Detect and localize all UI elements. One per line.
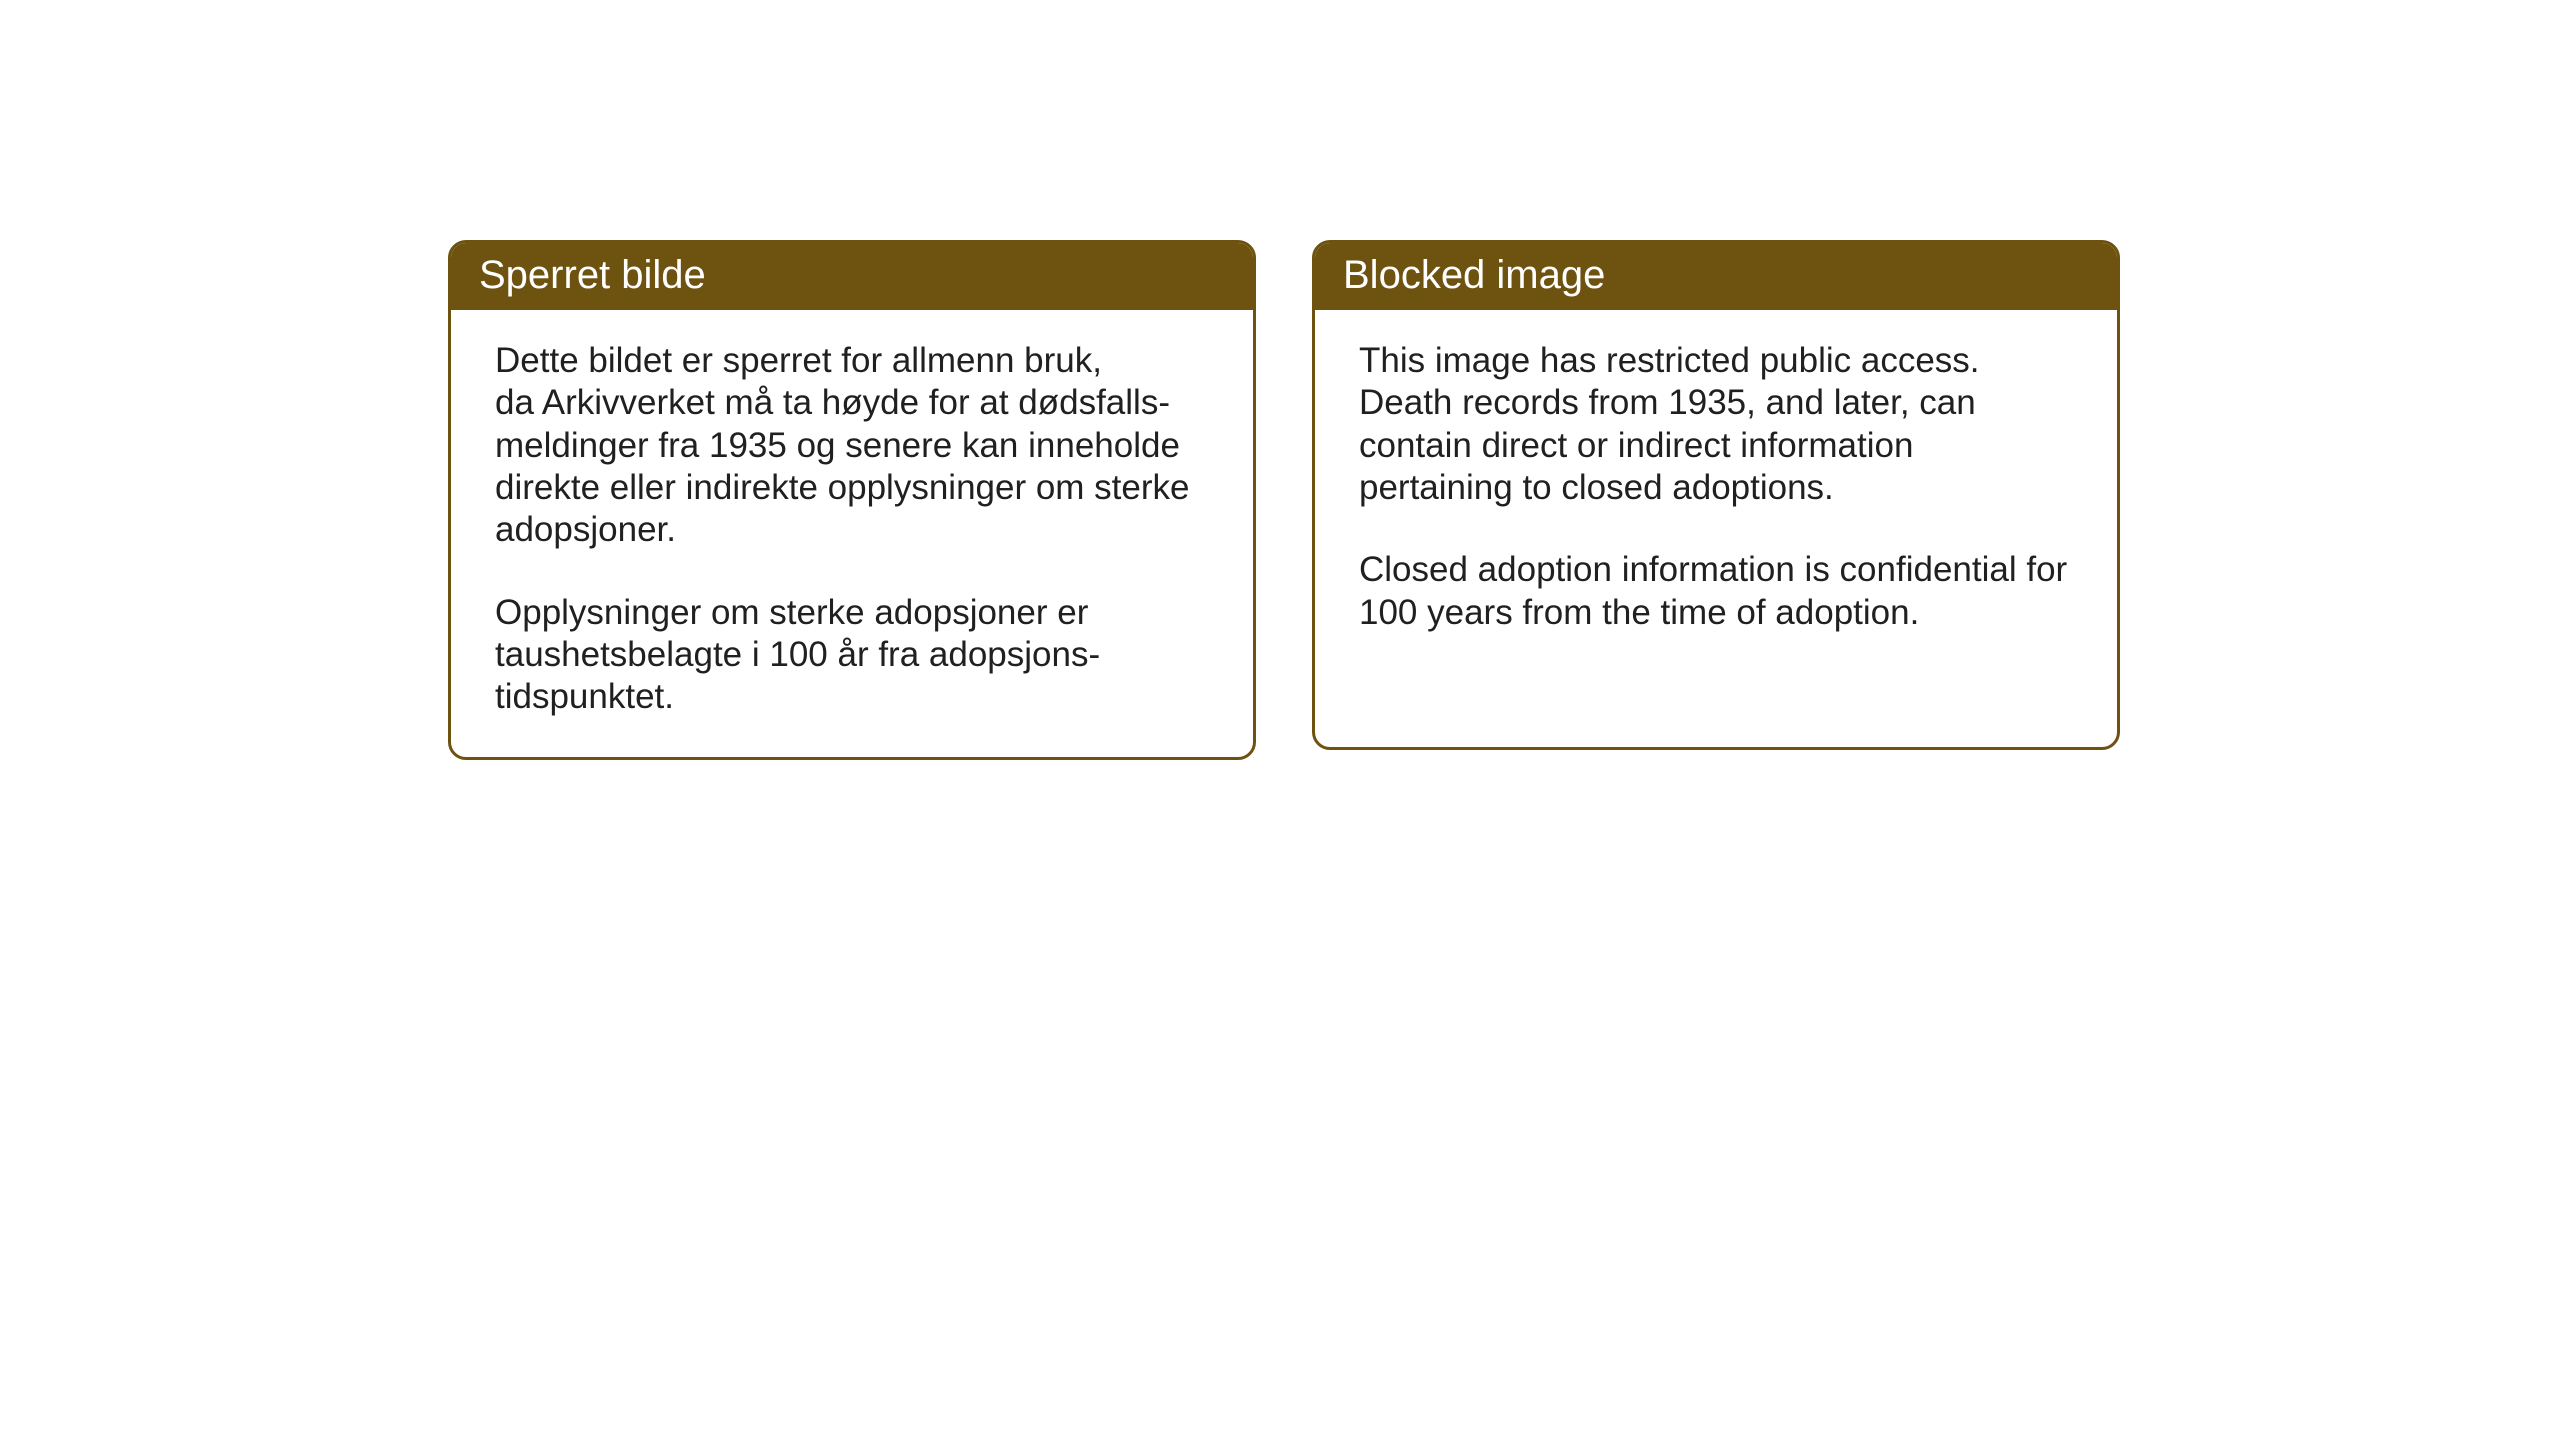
- cards-container: Sperret bilde Dette bildet er sperret fo…: [448, 240, 2120, 760]
- card-english-body: This image has restricted public access.…: [1315, 310, 2117, 672]
- card-norwegian: Sperret bilde Dette bildet er sperret fo…: [448, 240, 1256, 760]
- card-norwegian-title: Sperret bilde: [451, 243, 1253, 310]
- card-norwegian-paragraph-2: Opplysninger om sterke adopsjoner er tau…: [495, 592, 1209, 719]
- card-norwegian-body: Dette bildet er sperret for allmenn bruk…: [451, 310, 1253, 757]
- card-english-paragraph-2: Closed adoption information is confident…: [1359, 549, 2073, 634]
- card-english-title: Blocked image: [1315, 243, 2117, 310]
- card-english-paragraph-1: This image has restricted public access.…: [1359, 340, 2073, 509]
- card-english: Blocked image This image has restricted …: [1312, 240, 2120, 750]
- card-norwegian-paragraph-1: Dette bildet er sperret for allmenn bruk…: [495, 340, 1209, 552]
